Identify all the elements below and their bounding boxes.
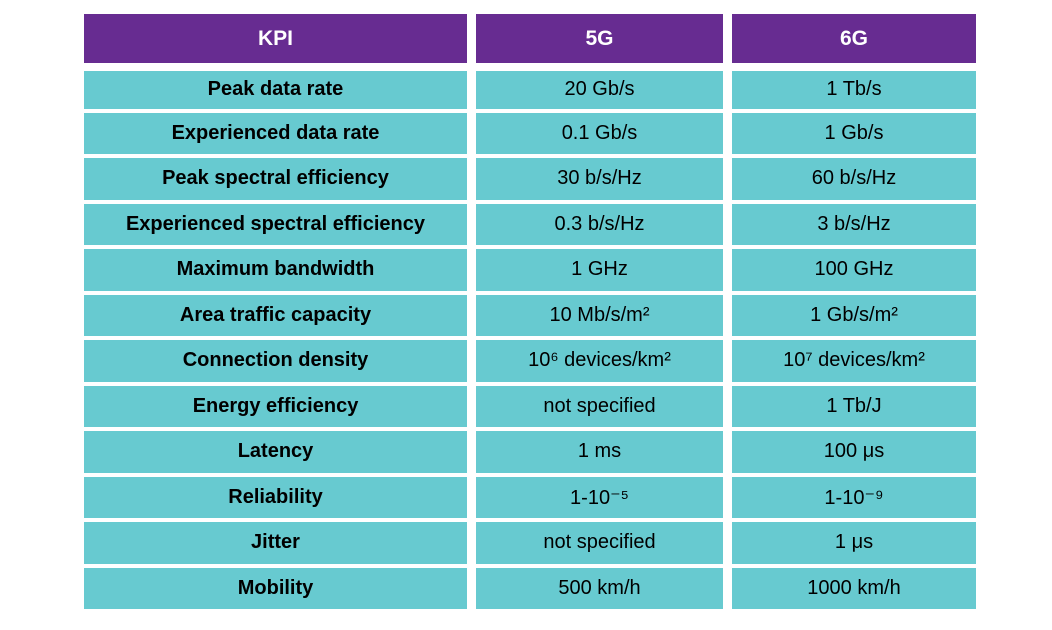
value-6g-cell: 1 μs bbox=[732, 522, 976, 564]
value-6g-cell: 10⁷ devices/km² bbox=[732, 340, 976, 382]
value-6g-cell: 100 GHz bbox=[732, 249, 976, 291]
value-6g-cell: 100 μs bbox=[732, 431, 976, 473]
header-5g: 5G bbox=[476, 14, 723, 63]
value-6g-cell: 1-10⁻⁹ bbox=[732, 476, 976, 518]
kpi-cell: Jitter bbox=[84, 522, 467, 564]
kpi-cell: Maximum bandwidth bbox=[84, 249, 467, 291]
value-6g-cell: 1 Tb/J bbox=[732, 385, 976, 427]
value-6g-cell: 3 b/s/Hz bbox=[732, 203, 976, 245]
value-5g-cell: 0.3 b/s/Hz bbox=[476, 203, 723, 245]
value-5g-cell: 1-10⁻⁵ bbox=[476, 476, 723, 518]
kpi-cell: Connection density bbox=[84, 340, 467, 382]
value-6g-cell: 1 Tb/s bbox=[732, 71, 976, 109]
value-5g-cell: 10 Mb/s/m² bbox=[476, 294, 723, 336]
kpi-cell: Experienced data rate bbox=[84, 112, 467, 154]
value-6g-cell: 60 b/s/Hz bbox=[732, 158, 976, 200]
value-5g-cell: 1 ms bbox=[476, 431, 723, 473]
header-6g: 6G bbox=[732, 14, 976, 63]
value-5g-cell: not specified bbox=[476, 385, 723, 427]
value-6g-cell: 1 Gb/s/m² bbox=[732, 294, 976, 336]
value-5g-cell: 10⁶ devices/km² bbox=[476, 340, 723, 382]
kpi-comparison-table: KPI 5G 6G Peak data rate 20 Gb/s 1 Tb/s … bbox=[84, 14, 976, 609]
value-5g-cell: 20 Gb/s bbox=[476, 71, 723, 109]
value-5g-cell: 1 GHz bbox=[476, 249, 723, 291]
kpi-cell: Latency bbox=[84, 431, 467, 473]
value-5g-cell: 30 b/s/Hz bbox=[476, 158, 723, 200]
value-5g-cell: not specified bbox=[476, 522, 723, 564]
value-6g-cell: 1000 km/h bbox=[732, 567, 976, 609]
kpi-cell: Area traffic capacity bbox=[84, 294, 467, 336]
kpi-cell: Peak spectral efficiency bbox=[84, 158, 467, 200]
kpi-cell: Mobility bbox=[84, 567, 467, 609]
kpi-cell: Energy efficiency bbox=[84, 385, 467, 427]
value-5g-cell: 500 km/h bbox=[476, 567, 723, 609]
kpi-cell: Peak data rate bbox=[84, 71, 467, 109]
header-kpi: KPI bbox=[84, 14, 467, 63]
value-6g-cell: 1 Gb/s bbox=[732, 112, 976, 154]
kpi-cell: Experienced spectral efficiency bbox=[84, 203, 467, 245]
kpi-cell: Reliability bbox=[84, 476, 467, 518]
value-5g-cell: 0.1 Gb/s bbox=[476, 112, 723, 154]
